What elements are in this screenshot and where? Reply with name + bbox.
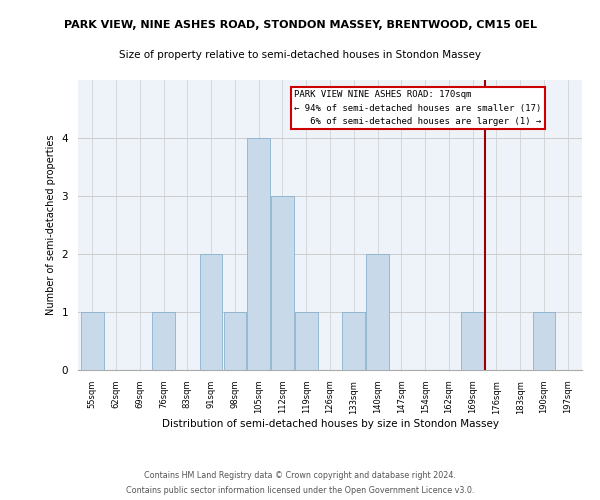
Bar (533, 312, 555, 370)
Text: Contains public sector information licensed under the Open Government Licence v3: Contains public sector information licen… (126, 486, 474, 495)
Text: Contains HM Land Registry data © Crown copyright and database right 2024.: Contains HM Land Registry data © Crown c… (144, 471, 456, 480)
Bar (247, 138, 270, 370)
Bar (224, 312, 246, 370)
Bar (271, 196, 294, 370)
Bar (366, 254, 389, 370)
Bar (200, 254, 223, 370)
Text: Size of property relative to semi-detached houses in Stondon Massey: Size of property relative to semi-detach… (119, 50, 481, 60)
Text: PARK VIEW, NINE ASHES ROAD, STONDON MASSEY, BRENTWOOD, CM15 0EL: PARK VIEW, NINE ASHES ROAD, STONDON MASS… (64, 20, 536, 30)
Bar (461, 312, 484, 370)
Bar (152, 312, 175, 370)
Bar (295, 312, 317, 370)
Text: PARK VIEW NINE ASHES ROAD: 170sqm
← 94% of semi-detached houses are smaller (17): PARK VIEW NINE ASHES ROAD: 170sqm ← 94% … (295, 90, 542, 126)
X-axis label: Distribution of semi-detached houses by size in Stondon Massey: Distribution of semi-detached houses by … (161, 419, 499, 429)
Bar (343, 312, 365, 370)
Y-axis label: Number of semi-detached properties: Number of semi-detached properties (46, 134, 56, 316)
Bar (81, 312, 104, 370)
